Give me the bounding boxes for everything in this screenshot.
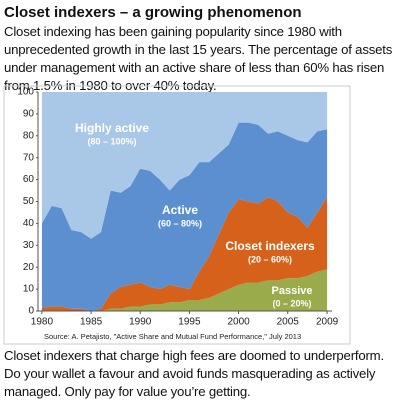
y-tick-label: 30 (23, 240, 35, 251)
series-range: (0 – 20%) (272, 298, 311, 308)
series-range: (80 – 100%) (87, 136, 136, 146)
area (41, 92, 328, 239)
chart: Source: A. Petajisto, "Active Share and … (3, 85, 351, 345)
chart-frame (3, 85, 351, 345)
series-range: (60 – 80%) (158, 218, 202, 228)
series-label: Closet indexers (225, 239, 315, 253)
x-tick-label: 1990 (129, 317, 152, 328)
area (41, 122, 328, 311)
y-tick-label: 20 (23, 262, 35, 273)
area (41, 269, 328, 311)
footer-text: Closet indexers that charge high fees ar… (4, 348, 384, 399)
x-tick-label: 2005 (277, 317, 300, 328)
x-tick-label: 1985 (80, 317, 103, 328)
series-label: Passive (272, 285, 313, 297)
y-tick-label: 40 (23, 218, 35, 229)
y-tick-label: 10 (23, 284, 35, 295)
y-tick-label: 60 (23, 174, 35, 185)
x-tick-label: 1995 (178, 317, 201, 328)
series-label: Highly active (75, 121, 149, 135)
title: Closet indexers – a growing phenomenon (4, 4, 302, 21)
area (41, 197, 328, 311)
y-tick-label: 100 (17, 87, 34, 98)
y-tick-label: 50 (23, 196, 35, 207)
series-range: (20 – 60%) (248, 254, 292, 264)
series-label: Active (162, 203, 198, 217)
source: Source: A. Petajisto, "Active Share and … (44, 332, 301, 341)
y-tick-label: 90 (23, 109, 35, 120)
y-tick-label: 0 (28, 306, 34, 317)
y-tick-label: 80 (23, 130, 35, 141)
x-tick-label: 2009 (316, 317, 339, 328)
y-tick-label: 70 (23, 152, 35, 163)
x-tick-label: 2000 (227, 317, 250, 328)
x-tick-label: 1980 (31, 317, 54, 328)
